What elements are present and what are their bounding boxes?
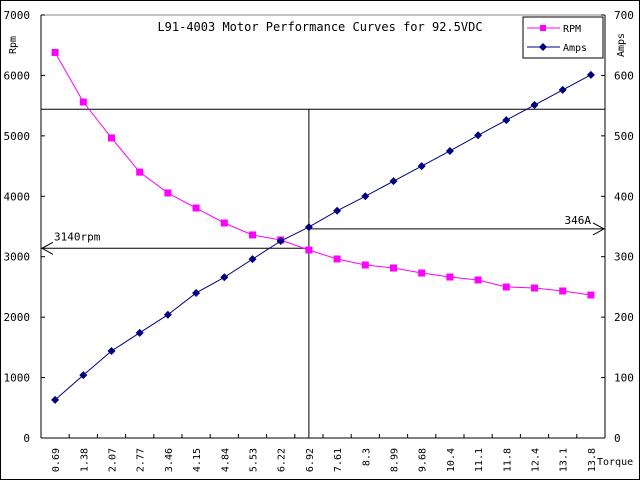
amps-point	[417, 162, 426, 171]
x-tick-label: 9.68	[418, 448, 429, 472]
x-tick-label: 10.4	[446, 448, 457, 472]
legend-rpm-marker	[540, 25, 546, 31]
legend-rpm-label: RPM	[563, 24, 581, 35]
y-right-tick-label: 200	[614, 311, 634, 324]
x-tick-label: 13.1	[559, 448, 570, 472]
rpm-point	[51, 48, 59, 56]
y-axis-left-label: Rpm	[8, 36, 19, 54]
amps-point	[248, 255, 257, 264]
legend-amps-marker	[539, 43, 547, 51]
x-tick-label: 12.4	[531, 448, 542, 472]
x-tick-label: 1.38	[79, 448, 90, 472]
rpm-marker-arrow	[40, 241, 54, 255]
amps-point	[333, 206, 342, 215]
x-tick-label: 2.07	[108, 448, 119, 472]
amps-point	[79, 371, 88, 380]
series-line-amps	[54, 74, 592, 401]
legend-box	[522, 16, 604, 59]
y-right-tick-label: 300	[614, 251, 634, 264]
amps-marker-label: 346A	[565, 214, 592, 227]
y-axis-right-label: Amps	[616, 33, 627, 57]
x-tick-label: 2.77	[136, 448, 147, 472]
amps-point	[51, 395, 60, 404]
rpm-point	[502, 283, 510, 291]
y-left-tick-label: 0	[23, 432, 30, 445]
rpm-point	[164, 189, 172, 197]
x-tick-label: 6.22	[277, 448, 288, 472]
amps-point	[474, 131, 483, 140]
plot-area	[40, 14, 606, 439]
amps-point	[558, 85, 567, 94]
y-right-tick-label: 0	[614, 432, 621, 445]
y-left-tick-label: 6000	[4, 69, 31, 82]
rpm-point	[531, 284, 538, 292]
rpm-point	[559, 287, 567, 295]
rpm-point	[249, 231, 256, 239]
amps-marker-arrow	[592, 222, 606, 236]
x-tick-label: 11.1	[474, 448, 485, 472]
rpm-point	[587, 291, 595, 299]
y-right-tick-label: 400	[614, 190, 634, 203]
legend: RPM Amps	[522, 16, 604, 59]
x-tick-label: 7.61	[333, 448, 344, 472]
x-tick-label: 0.69	[51, 448, 62, 472]
amps-point	[586, 70, 595, 79]
x-axis-label: Torque	[597, 457, 633, 468]
rpm-point	[446, 273, 454, 281]
x-tick-label: 13.8	[587, 448, 598, 472]
x-tick-label: 4.84	[220, 448, 231, 472]
amps-point	[389, 177, 398, 186]
rpm-point	[474, 276, 482, 284]
amps-point	[220, 273, 229, 282]
amps-point	[304, 223, 313, 232]
y-left-tick-label: 7000	[4, 9, 31, 22]
y-left-tick-label: 3000	[4, 251, 31, 264]
y-right-tick-label: 100	[614, 372, 634, 385]
amps-point	[361, 192, 370, 201]
rpm-point	[333, 255, 341, 263]
x-tick-label: 6.92	[305, 448, 316, 472]
x-tick-label: 3.46	[164, 448, 175, 472]
rpm-point	[418, 269, 426, 277]
x-tick-label: 5.53	[249, 448, 260, 472]
y-left-tick-label: 2000	[4, 311, 31, 324]
x-tick-label: 4.15	[192, 448, 203, 472]
rpm-point	[305, 246, 313, 254]
amps-point	[163, 310, 172, 319]
y-right-tick-label: 500	[614, 130, 634, 143]
x-tick-label: 11.8	[502, 448, 513, 472]
x-tick-label: 8.99	[390, 448, 401, 472]
y-left-tick-label: 4000	[4, 190, 31, 203]
amps-point	[107, 346, 116, 355]
amps-point	[135, 328, 144, 337]
y-right-tick-label: 700	[614, 9, 634, 22]
series-line-rpm	[54, 52, 591, 296]
legend-amps-label: Amps	[563, 43, 587, 54]
rpm-point	[390, 264, 397, 272]
y-left-tick-label: 1000	[4, 372, 31, 385]
rpm-point	[136, 168, 144, 176]
amps-point	[276, 237, 285, 246]
rpm-point	[108, 134, 115, 142]
rpm-point	[192, 204, 200, 212]
amps-point	[192, 288, 201, 297]
rpm-point	[79, 98, 87, 106]
amps-point	[530, 101, 539, 110]
rpm-point	[361, 261, 369, 269]
x-tick-label: 8.3	[361, 448, 372, 466]
y-left-tick-label: 5000	[4, 130, 31, 143]
rpm-point	[220, 219, 228, 227]
y-right-tick-label: 600	[614, 69, 634, 82]
chart-title: L91-4003 Motor Performance Curves for 92…	[157, 20, 482, 34]
amps-point	[502, 116, 511, 125]
amps-point	[445, 146, 454, 155]
rpm-marker-label: 3140rpm	[54, 230, 101, 243]
